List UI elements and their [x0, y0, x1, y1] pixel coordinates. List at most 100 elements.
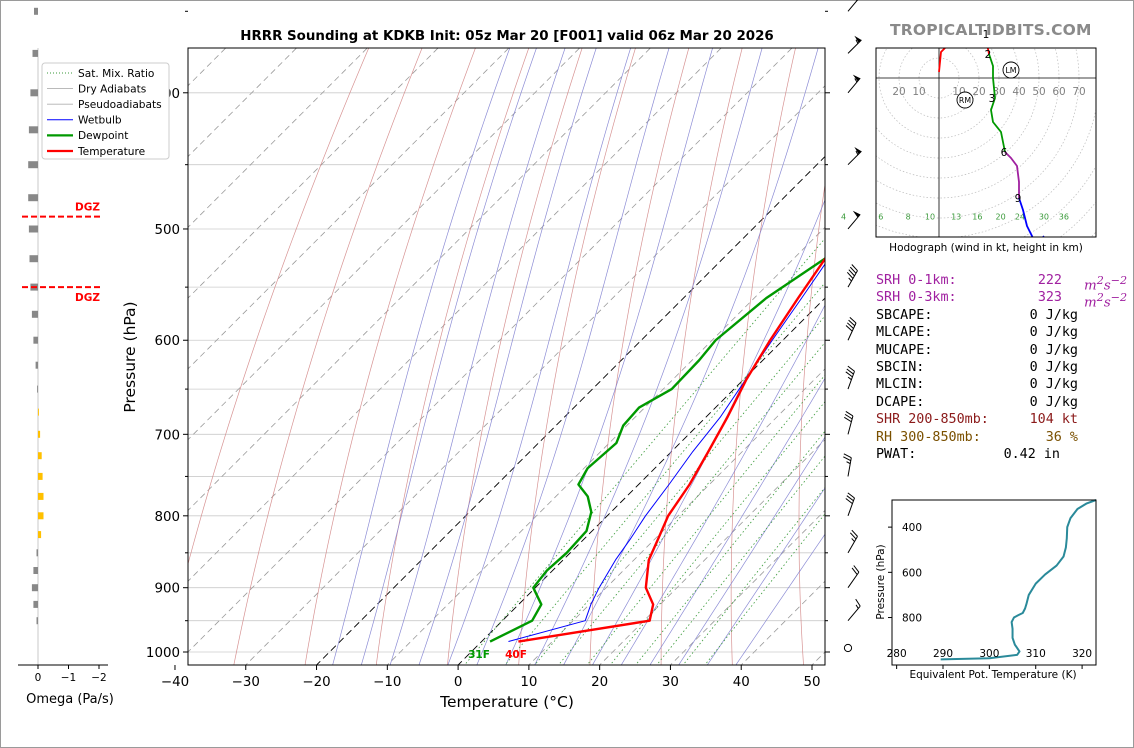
stat-value: 36 %: [1045, 429, 1078, 445]
dgz-label: DGZ: [75, 292, 100, 304]
omega-bar: [29, 255, 38, 263]
pseudoadiabat-line: [649, 377, 825, 665]
pseudoadiabat-line: [620, 304, 825, 665]
stat-row: PWAT: 0.42 in: [876, 446, 1126, 463]
stat-row: MUCAPE: 0 J/kg: [876, 342, 1126, 359]
stat-value: 0 J/kg: [1029, 377, 1078, 393]
barb-full: [844, 413, 853, 420]
wetbulb-line: [508, 263, 825, 643]
barb-full: [846, 495, 854, 502]
mixing-ratio-line: [557, 341, 825, 665]
y-tick-label: 900: [154, 582, 180, 597]
hodograph-height-label: 9: [1015, 193, 1022, 205]
y-axis-label: Pressure (hPa): [121, 301, 139, 412]
omega-bar: [31, 310, 38, 318]
x-tick-label: 0: [454, 675, 463, 690]
chart-title: HRRR Sounding at KDKB Init: 05z Mar 20 […: [240, 29, 774, 44]
omega-bar: [28, 225, 39, 233]
pseudoadiabat-line: [706, 487, 825, 665]
theta-e-x-tick-label: 320: [1072, 648, 1092, 660]
barb-pennant: [854, 35, 862, 43]
wind-barb: [847, 74, 861, 94]
pseudoadiabat-line: [534, 48, 763, 665]
theta-e-y-tick-label: 400: [902, 522, 922, 534]
hodograph-segment: [1018, 197, 1045, 237]
omega-bar: [28, 194, 38, 202]
hodograph-trace: [938, 48, 1045, 237]
mixing-ratio-label: 30: [1039, 213, 1049, 222]
stat-value: 0 J/kg: [1029, 325, 1078, 341]
legend-label: Dewpoint: [78, 130, 128, 142]
stat-row: SRH 0-1km: 222 m2s−2: [876, 272, 1127, 293]
skewt-background-lines: [188, 48, 825, 665]
mixing-ratio-label: 20: [996, 213, 1006, 222]
hodograph-height-labels: 1 2 3 6 9: [983, 29, 1022, 205]
wind-barb: [843, 453, 852, 477]
x-tick-label: −30: [232, 675, 260, 690]
pseudoadiabat-line: [735, 533, 825, 665]
hodograph-height-label: 3: [989, 93, 996, 105]
dry-adiabat-line: [730, 48, 796, 665]
hodograph-height-label: 2: [985, 49, 992, 61]
omega-bar: [28, 161, 38, 169]
legend-label: Wetbulb: [78, 115, 122, 127]
barb-half: [855, 604, 859, 609]
barb-full: [849, 317, 857, 324]
stat-label: RH 300-850mb:: [876, 429, 981, 445]
theta-e-x-tick-label: 310: [1026, 648, 1046, 660]
stat-row: SHR 200-850mb: 104 kt: [876, 411, 1126, 428]
stat-row: DCAPE: 0 J/kg: [876, 394, 1126, 411]
stat-unit: m2s−2: [1084, 291, 1128, 311]
omega-bar: [30, 89, 38, 97]
mixing-ratio-label: 36: [1059, 213, 1069, 222]
skewt-axes-frame: [187, 47, 826, 666]
barb-staff: [847, 322, 857, 341]
hodograph-segment: [938, 48, 990, 73]
dry-adiabat-line: [304, 48, 476, 665]
omega-bar: [38, 492, 44, 500]
dry-adiabat-line: [188, 48, 370, 566]
barb-staff: [847, 214, 861, 230]
omega-bar: [37, 385, 38, 393]
theta-e-y-tick-label: 800: [902, 613, 922, 625]
legend-label: Pseudoadiabats: [78, 99, 162, 111]
skewt-series: [489, 256, 825, 643]
omega-bar: [38, 472, 43, 480]
barb-staff: [847, 371, 855, 390]
wind-barb: [847, 210, 861, 230]
barb-full: [844, 416, 852, 423]
wind-barb: [847, 598, 861, 622]
mixing-ratio-label: 24: [1015, 213, 1025, 222]
stat-label: SHR 200-850mb:: [876, 412, 989, 428]
omega-bar: [33, 567, 38, 574]
barb-staff: [847, 150, 862, 166]
barb-full: [853, 565, 860, 573]
hodograph-ring-label: 10: [912, 86, 925, 98]
theta-e-frame: [891, 499, 1097, 666]
wind-barb: [846, 264, 858, 288]
surface-dewpoint-label: 31F: [468, 649, 490, 661]
omega-bar: [35, 361, 38, 369]
stat-row: SBCIN: 0 J/kg: [876, 359, 1126, 376]
theta-e-x-tick-label: 280: [887, 648, 907, 660]
x-tick-label: 10: [520, 675, 537, 690]
wind-barb: [847, 565, 860, 588]
mixing-ratio-line: [534, 315, 825, 665]
barb-staff: [847, 497, 855, 516]
omega-bar: [38, 430, 41, 438]
dry-adiabat-line: [375, 48, 530, 665]
barb-pennant: [852, 210, 861, 218]
stat-label: SBCIN:: [876, 359, 925, 375]
hodograph-storm-motion-markers: RM LM: [956, 61, 1020, 109]
pseudoadiabat-line: [476, 48, 670, 665]
barb-staff: [847, 571, 860, 588]
hodograph-ring-labels: 20 10 10 20 30 40 50 60 70: [892, 86, 1085, 98]
pseudoadiabat-line: [678, 436, 825, 665]
dgz-label: DGZ: [75, 202, 100, 214]
pseudoadiabat-line: [360, 48, 537, 665]
barb-half: [846, 461, 851, 465]
legend-label: Sat. Mix. Ratio: [78, 68, 154, 80]
site-credit: TROPICALTIDBITS.COM: [890, 21, 1092, 39]
theta-e-x-label: Equivalent Pot. Temperature (K): [909, 669, 1076, 681]
